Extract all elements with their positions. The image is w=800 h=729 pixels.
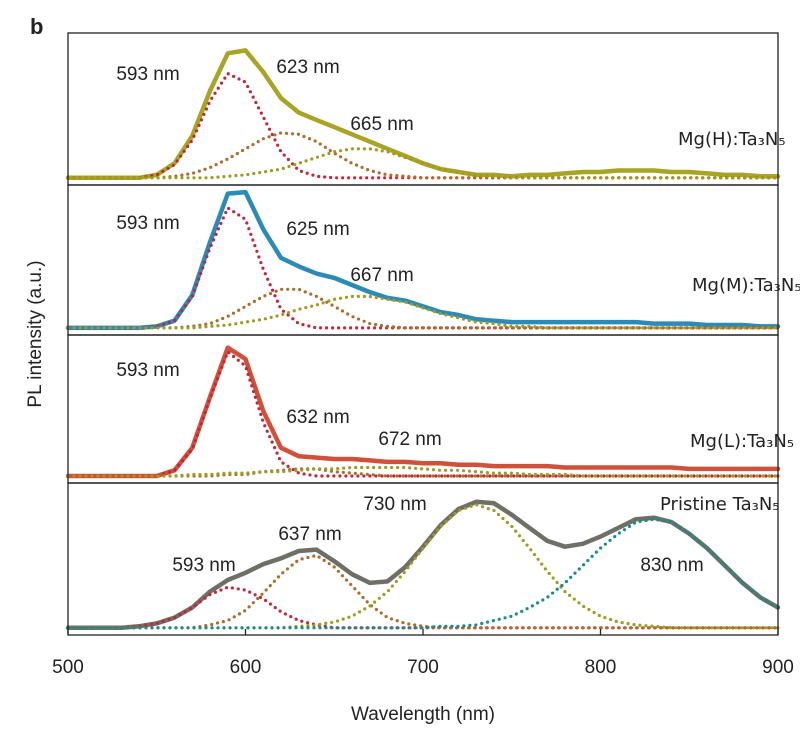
peak-annotation: 672 nm: [378, 429, 441, 450]
sample-label: Pristine Ta₃N₅: [660, 494, 780, 515]
fit-component: [66, 287, 780, 330]
panel-frame: [67, 184, 779, 336]
fit-component: [66, 553, 780, 630]
fit-component: [66, 294, 780, 330]
peak-annotation: 667 nm: [350, 265, 413, 286]
sample-label: Mg(M):Ta₃N₅: [692, 275, 800, 296]
fit-component: [66, 503, 780, 630]
panel-frame: [67, 334, 779, 484]
peak-annotation: 730 nm: [363, 494, 426, 515]
peak-annotation: 665 nm: [350, 114, 413, 135]
fit-component: [66, 467, 780, 478]
fit-component: [66, 517, 780, 630]
x-axis-label: Wavelength (nm): [351, 704, 495, 725]
fit-component: [66, 585, 780, 630]
x-tick-label: 800: [585, 657, 617, 678]
peak-annotation: 625 nm: [286, 219, 349, 240]
peak-annotation: 623 nm: [276, 57, 339, 78]
peak-annotation: 593 nm: [116, 360, 179, 381]
fit-component: [66, 147, 780, 180]
x-tick-label: 700: [407, 657, 439, 678]
x-tick-label: 600: [230, 657, 262, 678]
panel-label: b: [30, 14, 43, 39]
peak-annotation: 593 nm: [116, 64, 179, 85]
peak-annotation: 830 nm: [640, 555, 703, 576]
x-tick-label: 900: [762, 657, 794, 678]
peak-annotation: 632 nm: [286, 407, 349, 428]
sample-label: Mg(H):Ta₃N₅: [678, 129, 786, 150]
peak-annotation: 593 nm: [116, 213, 179, 234]
fit-component: [66, 465, 780, 478]
fit-component: [66, 350, 780, 478]
y-axis-label: PL intensity (a.u.): [25, 260, 46, 407]
peak-annotation: 593 nm: [172, 555, 235, 576]
peak-annotation: 637 nm: [278, 524, 341, 545]
sample-label: Mg(L):Ta₃N₅: [690, 431, 794, 452]
x-tick-label: 500: [52, 657, 84, 678]
